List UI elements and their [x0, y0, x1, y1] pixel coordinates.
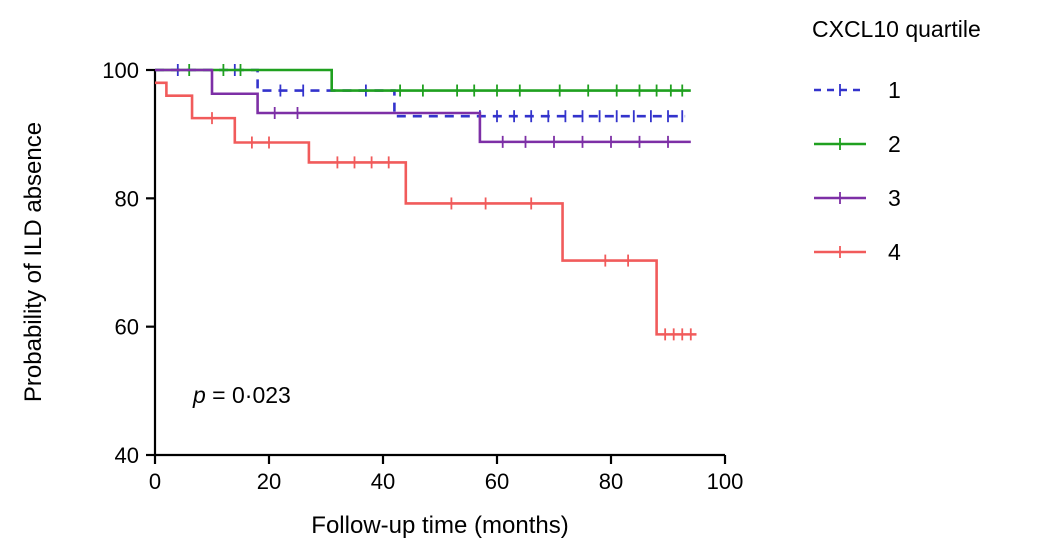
legend-item-3: 3 [812, 171, 981, 225]
y-axis-title: Probability of ILD absence [20, 121, 47, 403]
p-value-annotation: p = 0·023 [193, 382, 291, 409]
series-3-line [155, 68, 691, 144]
legend-item-label: 2 [888, 130, 901, 157]
legend-line-swatch [814, 192, 866, 204]
x-axis-title: Follow-up time (months) [311, 512, 569, 539]
legend-item-label: 3 [888, 184, 901, 211]
legend-item-2: 2 [812, 117, 981, 171]
y-tick-label: 40 [115, 443, 139, 468]
p-value-text: = 0·023 [205, 382, 291, 408]
x-tick-label: 100 [707, 469, 744, 494]
x-tick-label: 80 [599, 469, 623, 494]
x-tick-label: 40 [371, 469, 395, 494]
legend: CXCL10 quartile 1 2 3 4 [812, 16, 981, 279]
legend-item-1: 1 [812, 63, 981, 117]
y-tick-label: 100 [102, 58, 139, 83]
legend-line-swatch [814, 246, 866, 258]
legend-item-label: 1 [888, 76, 901, 103]
legend-line-swatch [814, 138, 866, 150]
p-symbol: p [193, 382, 206, 408]
x-tick-label: 20 [257, 469, 281, 494]
y-tick-label: 80 [115, 186, 139, 211]
series-4-line [155, 81, 697, 336]
legend-item-4: 4 [812, 225, 981, 279]
legend-title: CXCL10 quartile [812, 16, 981, 42]
legend-item-label: 4 [888, 238, 901, 265]
x-tick-label: 0 [149, 469, 161, 494]
x-tick-label: 60 [485, 469, 509, 494]
series-2-line [155, 68, 691, 92]
y-tick-label: 60 [115, 315, 139, 340]
legend-line-swatch [814, 84, 866, 96]
legend-items: 1 2 3 4 [812, 63, 981, 279]
